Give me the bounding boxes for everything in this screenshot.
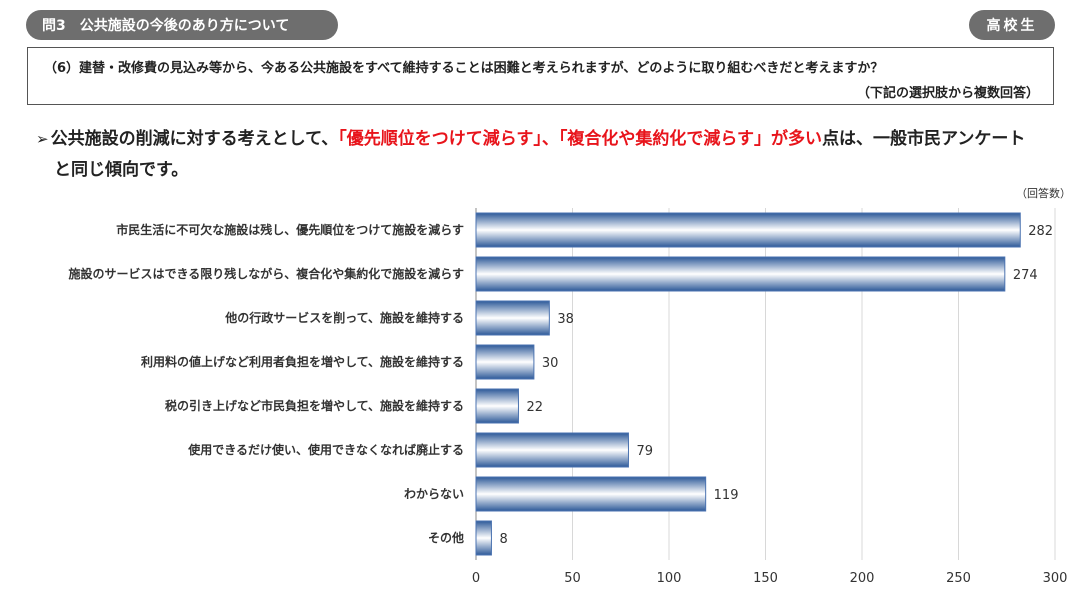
category-label: 税の引き上げなど市民負担を増やして、施設を維持する bbox=[165, 398, 464, 413]
category-label: 使用できるだけ使い、使用できなくなれば廃止する bbox=[187, 442, 464, 457]
x-tick-label: 250 bbox=[946, 571, 971, 586]
value-label: 30 bbox=[542, 356, 559, 371]
bar bbox=[475, 388, 519, 424]
question-text: （6）建替・改修費の見込み等から、今ある公共施設をすべて維持することは困難と考え… bbox=[44, 61, 884, 76]
category-label: 施設のサービスはできる限り残しながら、複合化や集約化で施設を減らす bbox=[68, 266, 464, 281]
summary-text: ➢ 公共施設の削減に対する考えとして、「優先順位をつけて減らす」、「複合化や集約化… bbox=[36, 124, 1071, 186]
x-tick-label: 200 bbox=[850, 571, 875, 586]
x-tick-label: 0 bbox=[472, 571, 480, 586]
value-label: 22 bbox=[526, 400, 543, 415]
bar bbox=[475, 256, 1006, 292]
question-number: 問3 bbox=[42, 18, 66, 34]
bar bbox=[475, 212, 1021, 248]
summary-part1: 公共施設の削減に対する考えとして、 bbox=[50, 129, 339, 149]
category-label: 他の行政サービスを削って、施設を維持する bbox=[224, 310, 464, 325]
bar bbox=[475, 344, 535, 380]
section-title: 公共施設の今後のあり方について bbox=[79, 18, 290, 34]
value-label: 79 bbox=[636, 444, 653, 459]
summary-line2: と同じ傾向です。 bbox=[54, 160, 189, 180]
summary-highlight2: 「複合化や集約化で減らす」が多い bbox=[558, 129, 823, 149]
value-label: 274 bbox=[1013, 268, 1038, 283]
bar bbox=[475, 476, 707, 512]
x-tick-label: 150 bbox=[753, 571, 778, 586]
x-tick-label: 50 bbox=[564, 571, 581, 586]
summary-part2: 点は、一般市民アンケート bbox=[822, 129, 1026, 149]
category-label: わからない bbox=[404, 487, 464, 501]
x-tick-label: 300 bbox=[1043, 571, 1068, 586]
value-label: 8 bbox=[499, 532, 507, 547]
arrow-bullet-icon: ➢ bbox=[36, 130, 49, 148]
chart-unit-label: （回答数） bbox=[1016, 187, 1071, 200]
value-label: 282 bbox=[1028, 224, 1053, 239]
bar bbox=[475, 520, 492, 556]
summary-highlight1: 「優先順位をつけて減らす」 bbox=[338, 129, 542, 149]
bar bbox=[475, 432, 629, 468]
category-label: 利用料の値上げなど利用者負担を増やして、施設を維持する bbox=[141, 354, 464, 369]
category-label: その他 bbox=[428, 530, 464, 545]
section-header: 問3 公共施設の今後のあり方について bbox=[26, 10, 338, 40]
respondent-badge: 高校生 bbox=[969, 10, 1055, 40]
value-label: 38 bbox=[557, 312, 574, 327]
value-label: 119 bbox=[714, 488, 739, 503]
bar bbox=[475, 300, 550, 336]
question-note: （下記の選択肢から複数回答） bbox=[856, 86, 1039, 101]
summary-sep: 、 bbox=[541, 129, 559, 149]
x-tick-label: 100 bbox=[657, 571, 682, 586]
category-label: 市民生活に不可欠な施設は残し、優先順位をつけて施設を減らす bbox=[116, 222, 464, 237]
question-box: （6）建替・改修費の見込み等から、今ある公共施設をすべて維持することは困難と考え… bbox=[27, 47, 1054, 105]
